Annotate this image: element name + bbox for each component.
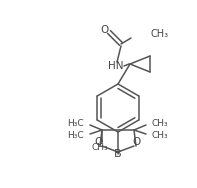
Text: CH₃: CH₃ bbox=[151, 29, 169, 39]
Text: HN: HN bbox=[108, 61, 124, 71]
Text: H₃C: H₃C bbox=[67, 118, 84, 127]
Text: CH₃: CH₃ bbox=[152, 118, 169, 127]
Text: O: O bbox=[133, 137, 141, 147]
Text: O: O bbox=[101, 25, 109, 35]
Text: B: B bbox=[114, 149, 122, 159]
Text: CH₃: CH₃ bbox=[92, 143, 109, 152]
Text: H₃C: H₃C bbox=[67, 130, 84, 139]
Text: O: O bbox=[95, 137, 103, 147]
Text: CH₃: CH₃ bbox=[152, 130, 169, 139]
